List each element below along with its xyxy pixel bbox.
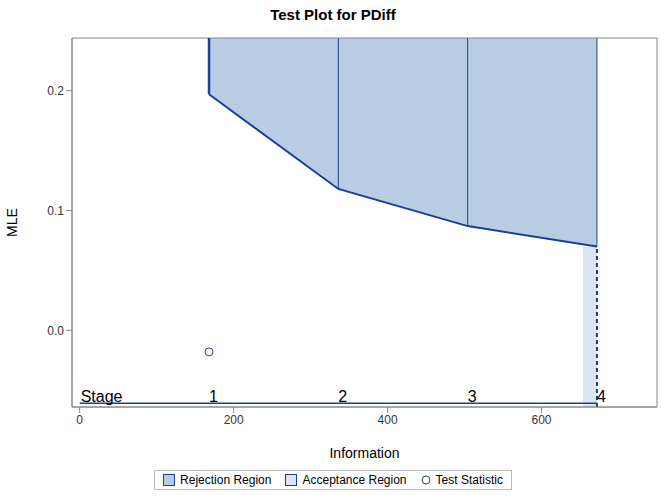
svg-text:600: 600 <box>532 413 552 427</box>
svg-text:0.1: 0.1 <box>47 204 64 218</box>
svg-text:2: 2 <box>338 388 347 405</box>
svg-text:Stage: Stage <box>81 388 123 405</box>
html-text:Test Plot for PDiff: Test Plot for PDiff <box>270 6 396 23</box>
svg-text:0.2: 0.2 <box>47 84 64 98</box>
svg-text:MLE: MLE <box>8 208 20 237</box>
html-text:Test Statistic: Test Statistic <box>435 473 503 487</box>
html-text:Rejection Region: Rejection Region <box>180 473 272 487</box>
svg-text:400: 400 <box>378 413 398 427</box>
svg-text:1: 1 <box>209 388 218 405</box>
svg-text:0: 0 <box>76 413 83 427</box>
svg-text:Information: Information <box>329 445 399 461</box>
svg-text:3: 3 <box>468 388 477 405</box>
svg-text:0.0: 0.0 <box>47 324 64 338</box>
svg-text:200: 200 <box>224 413 244 427</box>
svg-text:4: 4 <box>597 388 606 405</box>
html-text:Acceptance Region: Acceptance Region <box>302 473 407 487</box>
